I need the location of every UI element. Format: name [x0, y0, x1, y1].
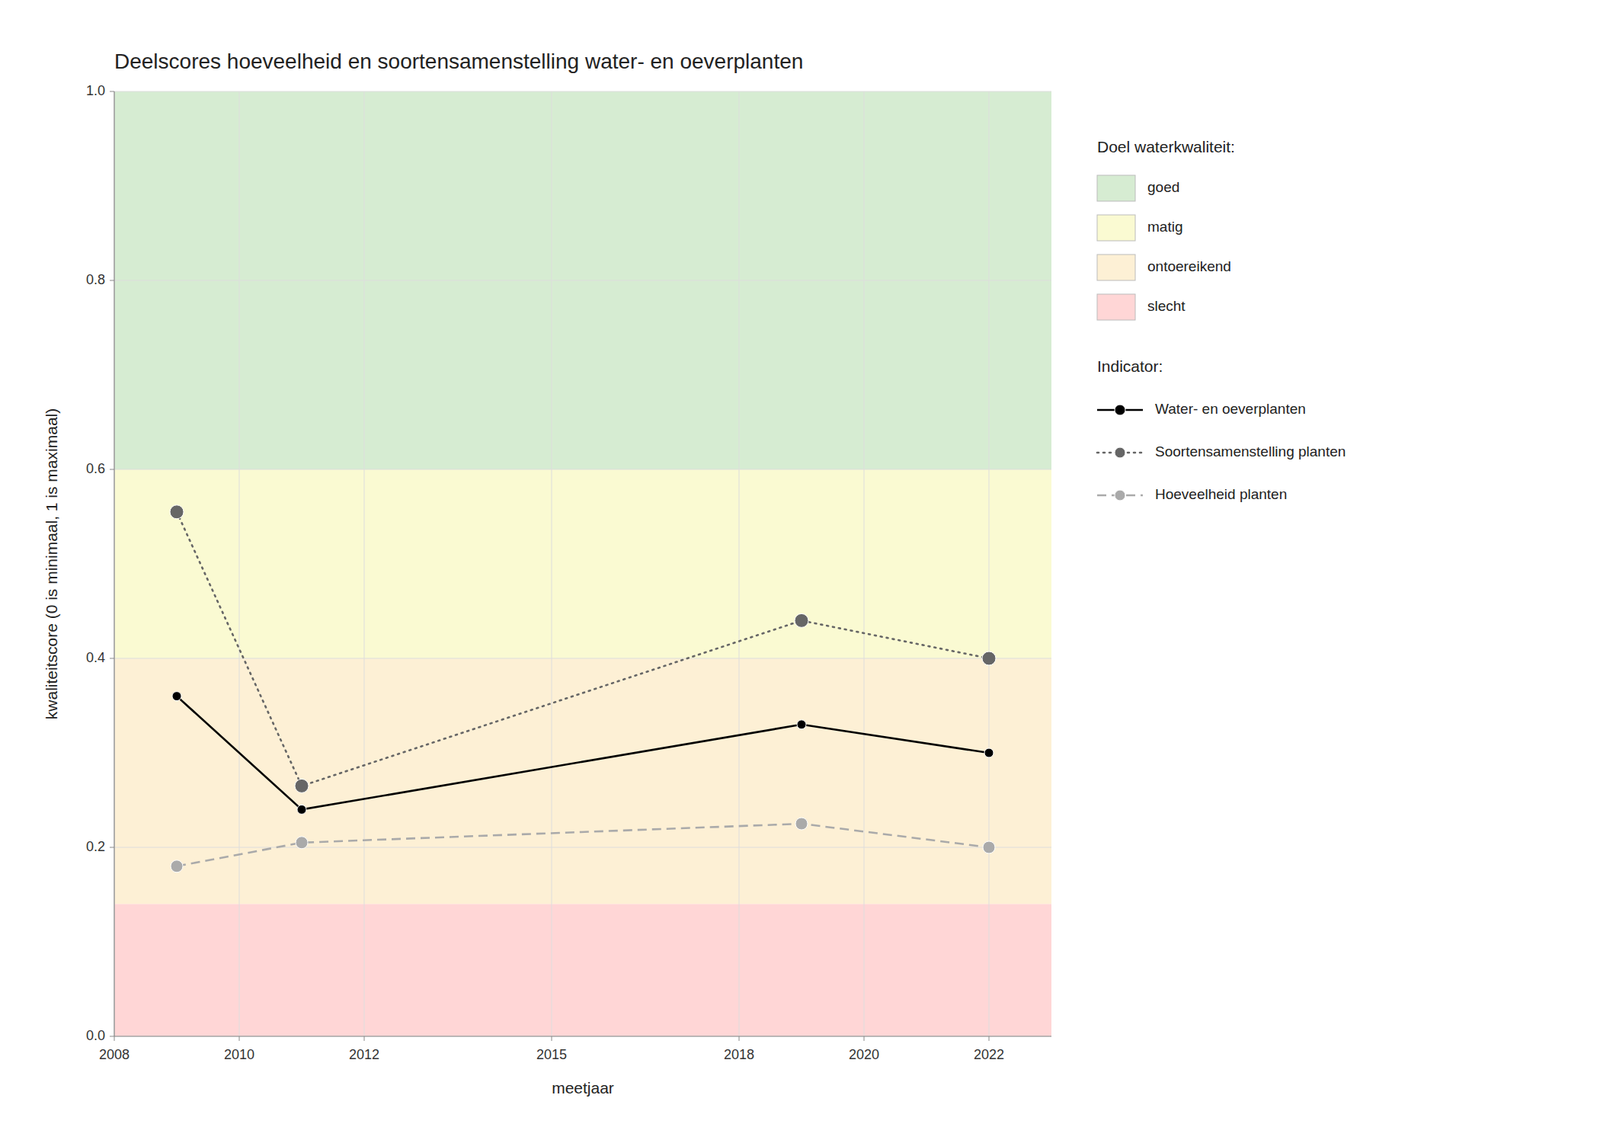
series-marker: [794, 613, 809, 628]
series-marker: [170, 860, 183, 873]
series-marker: [982, 651, 996, 666]
grid-line-x: [739, 91, 740, 1037]
series-marker: [294, 778, 309, 793]
series-marker: [172, 691, 182, 701]
zone-band: [114, 658, 1052, 904]
series: [172, 691, 994, 815]
legend-swatch: [1097, 254, 1136, 281]
chart: 0.0 0.2 0.4 0.6 0.8 1.0 2008 2010 2012 2015 2018 20…: [0, 0, 1600, 1143]
y-tick: [109, 658, 115, 660]
y-axis-line: [113, 91, 115, 1037]
zone-band: [114, 903, 1052, 1037]
grid-line-x: [988, 91, 990, 1037]
series-marker: [796, 720, 807, 730]
x-tick: [739, 1036, 740, 1041]
zone-band: [114, 469, 1052, 659]
y-tick-label: 0.0: [86, 1027, 106, 1044]
series-line: [176, 696, 989, 810]
y-tick-label: 0.4: [86, 649, 106, 666]
grid-line-x: [864, 91, 865, 1037]
x-tick-label: 2015: [536, 1046, 567, 1063]
grid: [114, 91, 1052, 1037]
x-tick-label: 2008: [99, 1046, 130, 1063]
grid-line-y: [114, 1036, 1052, 1037]
series-line: [176, 512, 989, 787]
series-marker: [169, 505, 184, 519]
x-tick-label: 2022: [973, 1046, 1005, 1063]
y-tick-label: 0.8: [86, 272, 106, 288]
series: [170, 817, 996, 873]
legend-marker: [1114, 447, 1126, 458]
y-tick: [109, 91, 115, 93]
grid-line-y: [114, 91, 1052, 93]
axes: 0.0 0.2 0.4 0.6 0.8 1.0 2008 2010 2012 2015 2018 20…: [86, 83, 1052, 1063]
x-tick: [988, 1036, 990, 1041]
series: [169, 505, 996, 794]
y-tick: [109, 469, 115, 471]
x-tick: [551, 1036, 553, 1041]
series-marker: [982, 841, 996, 854]
series-marker: [984, 748, 994, 758]
x-axis-label: meetjaar: [551, 1078, 615, 1097]
legend-marker: [1114, 404, 1126, 416]
legend-label: Soortensamenstelling planten: [1155, 443, 1346, 460]
grid-line-y: [114, 658, 1052, 660]
legend-title: Doel waterkwaliteit:: [1097, 137, 1236, 156]
y-tick-label: 0.6: [86, 460, 106, 477]
x-tick-label: 2018: [723, 1046, 755, 1063]
series-line: [176, 823, 989, 867]
legend-label: matig: [1147, 218, 1183, 235]
x-tick: [239, 1036, 240, 1041]
y-tick: [109, 1036, 115, 1037]
grid-line-y: [114, 847, 1052, 848]
y-tick-label: 0.2: [86, 838, 106, 855]
y-axis-label: kwaliteitscore (0 is minimaal, 1 is maxi…: [42, 408, 61, 720]
legend-swatch: [1097, 175, 1136, 202]
x-axis-line: [114, 1035, 1052, 1037]
x-tick-label: 2010: [224, 1046, 255, 1063]
series-marker: [795, 817, 808, 830]
x-tick-label: 2020: [848, 1046, 880, 1063]
data: [169, 505, 996, 873]
legend-label: slecht: [1147, 297, 1186, 314]
grid-line-y: [114, 280, 1052, 282]
legend-label: Hoeveelheid planten: [1155, 486, 1287, 503]
x-tick: [114, 1036, 116, 1041]
zones: [114, 91, 1052, 1037]
x-tick: [864, 1036, 865, 1041]
legend-label: goed: [1147, 179, 1180, 196]
legend-marker: [1114, 489, 1126, 501]
legend: Doel waterkwaliteit: goed matig ontoereiken…: [1097, 137, 1346, 503]
chart-title: Deelscores hoeveelheid en soortensamenst…: [114, 49, 804, 74]
grid-line-x: [364, 91, 365, 1037]
series-marker: [297, 804, 307, 814]
legend-swatch: [1097, 294, 1136, 320]
legend-label: ontoereikend: [1147, 258, 1232, 275]
legend-swatch: [1097, 214, 1136, 241]
grid-line-y: [114, 469, 1052, 471]
x-tick-label: 2012: [348, 1046, 380, 1063]
grid-line-x: [551, 91, 553, 1037]
legend-title: Indicator:: [1097, 357, 1163, 375]
x-tick: [364, 1036, 365, 1041]
y-tick: [109, 847, 115, 848]
y-tick: [109, 280, 115, 282]
grid-line-x: [239, 91, 240, 1037]
series-marker: [295, 836, 308, 849]
legend-label: Water- en oeverplanten: [1155, 400, 1306, 417]
zone-band: [114, 91, 1052, 470]
grid-line-x: [114, 91, 116, 1037]
y-tick-label: 1.0: [86, 83, 106, 99]
